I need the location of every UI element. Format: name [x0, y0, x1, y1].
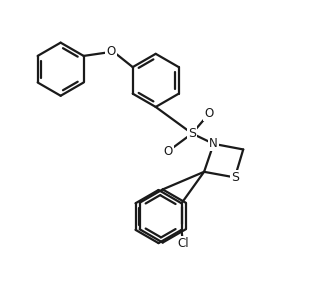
- Text: S: S: [231, 171, 239, 184]
- Text: Cl: Cl: [177, 237, 189, 250]
- Text: O: O: [164, 145, 173, 158]
- Text: N: N: [209, 137, 218, 150]
- Text: O: O: [204, 107, 213, 121]
- Text: S: S: [188, 127, 196, 140]
- Text: O: O: [106, 44, 116, 58]
